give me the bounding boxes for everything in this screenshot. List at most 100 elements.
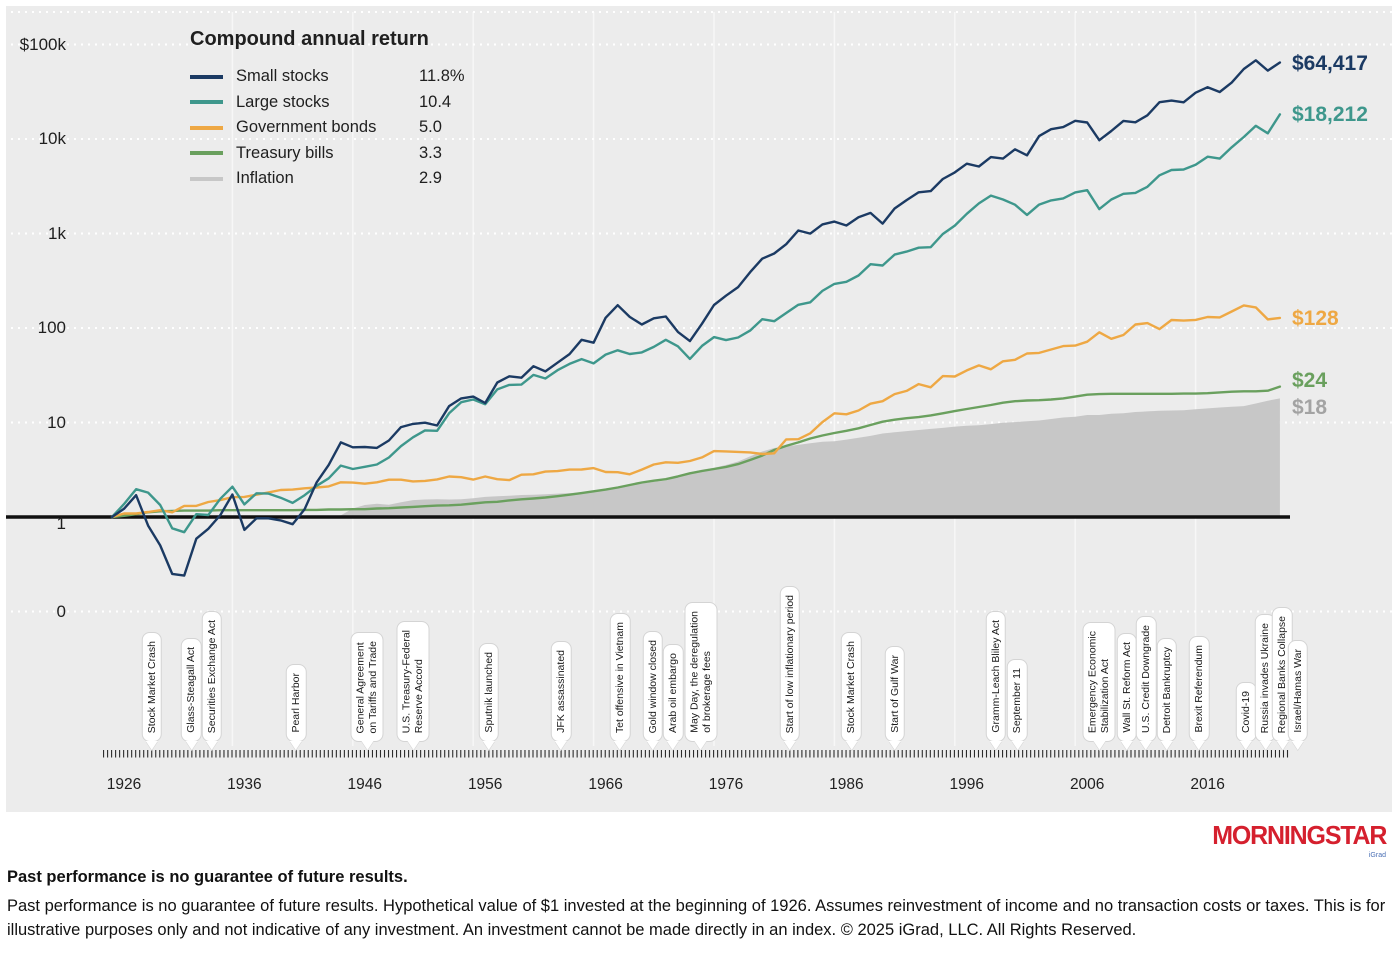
event-label: JFK assassinated — [554, 650, 567, 733]
chart-plot-area: $100k 10k 1k 100 10 1 0 1926 1936 1946 1956 1966 19… — [6, 6, 1392, 812]
event-bubble: September 11 — [1007, 658, 1028, 742]
inflation-area — [112, 398, 1280, 517]
event-bubble: Covid-19 — [1235, 681, 1257, 742]
x-tick-label: 1946 — [347, 776, 383, 793]
callout-pointer-icon — [1193, 741, 1206, 750]
event-label: General Agreement on Tariffs and Trade — [354, 640, 380, 733]
inflation-end-value: $18 — [1292, 396, 1328, 420]
callout-pointer-icon — [694, 741, 707, 750]
event-bubble: Wall St. Reform Act — [1116, 633, 1138, 742]
legend-series-return: 10.4 — [419, 92, 452, 111]
event-label: Emergency Economic Stabilization Act — [1086, 630, 1112, 733]
event-callout: Israel/Hamas War — [1287, 640, 1309, 750]
event-callout: Gold window closed — [642, 630, 663, 750]
event-label: U.S. Credit Downgrade — [1139, 625, 1152, 733]
event-callout: Stock Market Crash — [141, 631, 162, 750]
callout-pointer-icon — [1160, 741, 1173, 750]
x-tick-label: 1936 — [227, 776, 262, 793]
treasury-bills-swatch — [190, 151, 223, 156]
callout-pointer-icon — [614, 741, 627, 750]
footer-headline: Past performance is no guarantee of futu… — [7, 868, 408, 886]
event-bubble: May Day, the deregulation of brokerage fe… — [684, 602, 718, 742]
event-label: Securities Exchange Act — [205, 619, 218, 733]
event-bubble: Emergency Economic Stabilization Act — [1082, 621, 1116, 742]
event-callout: Arab oil embargo — [662, 644, 684, 750]
small-stocks-line — [110, 59, 1282, 577]
event-callout: Start of Gulf War — [884, 646, 905, 750]
x-tick-label: 1996 — [949, 776, 985, 793]
event-callout: Covid-19 — [1235, 681, 1257, 750]
event-bubble: Glass-Steagall Act — [181, 638, 202, 742]
event-label: Detroit Bankruptcy — [1160, 646, 1173, 733]
event-label: May Day, the deregulation of brokerage fe… — [688, 611, 713, 733]
event-bubble: Sputnik launched — [478, 643, 500, 742]
event-bubble: Gold window closed — [642, 630, 663, 742]
callout-pointer-icon — [205, 741, 218, 750]
callout-pointer-icon — [646, 741, 659, 750]
x-tick-label: 1986 — [829, 776, 864, 793]
callout-pointer-icon — [1276, 741, 1289, 750]
x-tick-label: 1956 — [467, 776, 503, 793]
event-label: Covid-19 — [1239, 690, 1252, 733]
callout-pointer-icon — [482, 741, 495, 750]
event-label: Russia invades Ukraine — [1259, 622, 1272, 733]
event-label: Start of low inflationary period — [783, 594, 796, 733]
legend-row: Government bonds 5.0 — [190, 115, 465, 141]
x-tick-label: 1976 — [708, 776, 744, 793]
event-bubble: U.S. Treasury-Federal Reserve Accord — [396, 620, 430, 742]
event-callout: Wall St. Reform Act — [1116, 633, 1138, 750]
legend-series-return: 3.3 — [419, 143, 442, 162]
event-callout: Stock Market Crash — [841, 631, 862, 750]
event-bubble: Stock Market Crash — [841, 631, 862, 742]
event-callout: U.S. Treasury-Federal Reserve Accord — [396, 620, 430, 750]
event-bubble: Pearl Harbor — [285, 664, 307, 742]
callout-pointer-icon — [1011, 741, 1024, 750]
legend-series-return: 11.8% — [419, 67, 465, 86]
event-bubble: U.S. Credit Downgrade — [1135, 616, 1157, 742]
event-label: Stock Market Crash — [145, 640, 158, 733]
y-tick-label: $100k — [19, 34, 66, 54]
event-label: Gramm-Leach Bliley Act — [989, 620, 1002, 733]
event-label: Stock Market Crash — [845, 640, 857, 733]
legend-series-name: Large stocks — [236, 92, 330, 111]
y-tick-label: 100 — [37, 318, 66, 337]
event-callout: Brexit Referendum — [1188, 636, 1210, 750]
legend-series-return: 5.0 — [419, 118, 442, 137]
y-tick-label: 10k — [38, 129, 66, 148]
morningstar-logo: MORNINGSTAR — [1211, 820, 1387, 850]
x-tick-label: 1966 — [588, 776, 623, 793]
event-label: Arab oil embargo — [666, 653, 679, 733]
large-stocks-end-value: $18,212 — [1292, 103, 1368, 127]
callout-pointer-icon — [290, 741, 303, 750]
legend-series-name: Small stocks — [236, 67, 329, 86]
event-label: Tet offensive in Vietnam — [613, 621, 626, 733]
callout-pointer-icon — [1093, 741, 1106, 750]
chart-svg — [6, 11, 1392, 758]
event-bubble: Gramm-Leach Bliley Act — [985, 611, 1006, 742]
x-tick-label: 1926 — [106, 776, 142, 793]
small-stocks-swatch — [190, 74, 223, 79]
callout-pointer-icon — [845, 741, 858, 750]
legend-series-return: 2.9 — [419, 169, 442, 188]
legend-series-name: Treasury bills — [236, 143, 334, 162]
event-bubble: JFK assassinated — [550, 641, 572, 742]
callout-pointer-icon — [361, 741, 374, 750]
event-bubble: General Agreement on Tariffs and Trade — [350, 631, 384, 742]
footer: Past performance is no guarantee of futu… — [7, 868, 1391, 942]
event-label: Start of Gulf War — [888, 655, 901, 733]
y-tick-label: 1k — [48, 223, 66, 243]
legend: Compound annual return Small stocks 11.8%… — [190, 28, 465, 192]
legend-row: Treasury bills 3.3 — [190, 141, 465, 167]
large-stocks-line — [110, 113, 1282, 534]
branding: MORNINGSTAR iGrad — [1205, 820, 1387, 859]
event-bubble: Stock Market Crash — [141, 631, 162, 742]
event-label: Sputnik launched — [482, 652, 495, 733]
event-bubble: Start of Gulf War — [884, 646, 905, 742]
event-callout: JFK assassinated — [550, 641, 572, 750]
event-callout: Pearl Harbor — [285, 664, 307, 750]
callout-pointer-icon — [1140, 741, 1153, 750]
event-bubble: Securities Exchange Act — [201, 610, 223, 742]
legend-row: Inflation 2.9 — [190, 166, 465, 192]
event-label: Regional Banks Collapse — [1276, 615, 1289, 733]
government-bonds-swatch — [190, 125, 223, 130]
